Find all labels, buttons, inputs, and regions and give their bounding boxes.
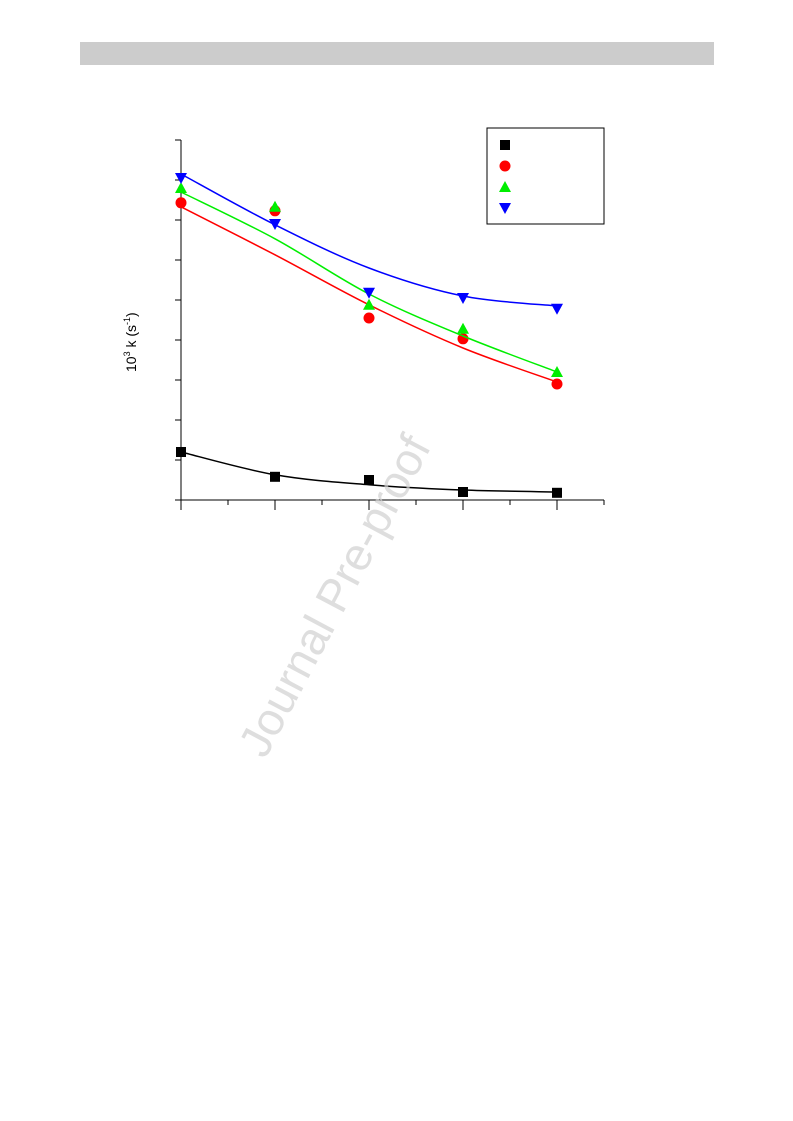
y-label-part: ) <box>123 312 139 317</box>
y-label-part: 3 <box>122 351 132 356</box>
data-point <box>175 173 187 184</box>
data-point <box>458 487 468 497</box>
plot <box>175 139 605 510</box>
legend-marker <box>500 140 510 150</box>
data-point <box>457 293 469 304</box>
data-point <box>552 487 562 498</box>
legend-marker <box>499 160 511 172</box>
data-point <box>269 219 281 230</box>
fit-curve <box>180 191 558 373</box>
legend-marker <box>499 181 511 192</box>
y-label-part: k (s <box>123 325 139 351</box>
data-point <box>270 471 280 482</box>
data-point <box>363 298 375 310</box>
data-point <box>551 378 563 390</box>
data-point <box>551 366 563 377</box>
legend-box <box>486 127 605 225</box>
watermark: Journal Pre-proof <box>228 426 441 764</box>
data-point <box>457 322 469 334</box>
legend-marker <box>499 203 511 214</box>
data-point <box>363 312 375 324</box>
data-point <box>364 475 374 485</box>
data-point <box>551 303 563 315</box>
data-point <box>176 447 186 457</box>
data-point <box>269 200 281 212</box>
fit-curve <box>180 173 558 307</box>
y-axis-label: 103 k (s-1) <box>122 312 139 372</box>
data-point <box>363 287 375 299</box>
data-point <box>175 182 187 193</box>
header-bar <box>80 42 714 65</box>
y-label-part: -1 <box>122 317 132 325</box>
y-label-part: 10 <box>123 356 139 372</box>
data-point <box>175 197 187 209</box>
data-point <box>457 333 469 345</box>
